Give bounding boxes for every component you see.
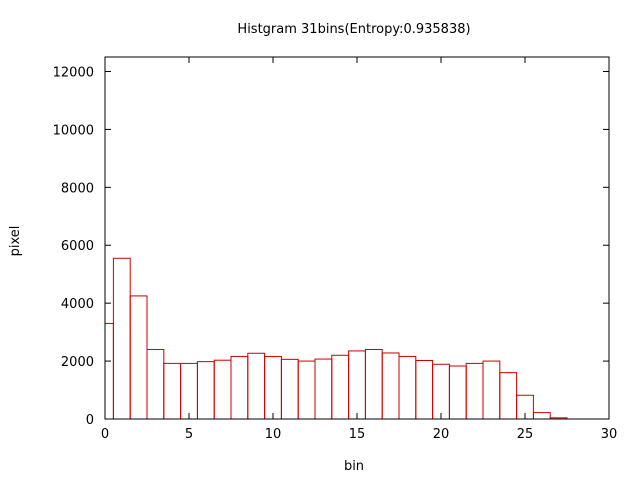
y-tick-label: 10000	[53, 123, 94, 138]
y-tick-label: 0	[86, 413, 94, 428]
histogram-bar	[112, 257, 131, 420]
histogram-bar	[163, 362, 182, 420]
x-axis-label: bin	[344, 459, 364, 474]
histogram-bar	[314, 358, 333, 420]
axis-ticks: 0 5 10 15 20 25 30 0 2000 4000 6000 8000 10000 12000	[53, 57, 618, 442]
y-tick-label: 8000	[61, 181, 94, 196]
y-tick-label: 12000	[53, 65, 94, 80]
histogram-bar	[482, 360, 501, 420]
x-tick-label: 0	[101, 427, 109, 442]
histogram-bar	[196, 361, 215, 420]
histogram-bar	[499, 372, 518, 420]
x-tick-label: 5	[185, 427, 193, 442]
histogram-bar	[230, 355, 249, 420]
histogram-bar	[104, 322, 114, 420]
histogram-bar	[146, 348, 165, 420]
histogram-bar	[180, 362, 198, 420]
histogram-bar	[297, 360, 316, 420]
histogram-bar	[280, 358, 299, 420]
x-tick-label: 20	[433, 427, 450, 442]
histogram-bar	[381, 352, 400, 420]
histogram-bar	[129, 295, 148, 420]
x-tick-label: 10	[265, 427, 282, 442]
histogram-bar	[264, 355, 282, 420]
y-tick-label: 6000	[61, 239, 94, 254]
histogram-bar	[364, 348, 383, 420]
histogram-bar	[247, 352, 266, 420]
histogram-bar	[415, 360, 434, 420]
y-tick-label: 2000	[61, 355, 94, 370]
chart-title: Histgram 31bins(Entropy:0.935838)	[237, 22, 470, 37]
x-tick-label: 25	[517, 427, 534, 442]
histogram-bar	[532, 412, 551, 420]
plot-frame	[104, 56, 610, 420]
histogram-bar	[432, 363, 450, 420]
histogram-bar	[465, 362, 484, 420]
histogram-bar	[213, 359, 232, 420]
histogram-bars	[104, 257, 568, 420]
x-tick-label: 30	[601, 427, 618, 442]
histogram-bar	[448, 365, 467, 420]
histogram-bar	[398, 355, 417, 420]
y-axis-label: pixel	[8, 226, 23, 257]
histogram-bar	[331, 354, 350, 420]
y-tick-label: 4000	[61, 297, 94, 312]
histogram-bar	[348, 350, 366, 420]
x-tick-label: 15	[349, 427, 366, 442]
